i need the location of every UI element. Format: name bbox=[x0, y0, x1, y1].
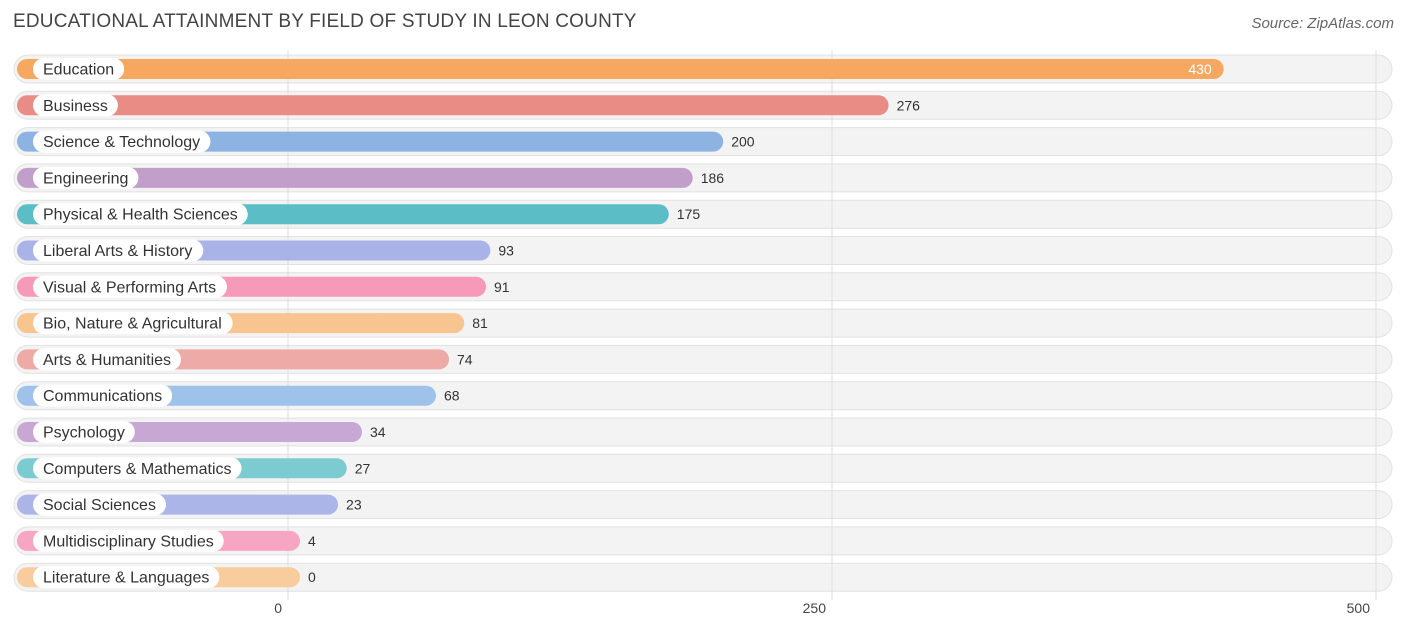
category-label-pill bbox=[33, 58, 125, 80]
category-label: Computers & Mathematics bbox=[43, 461, 232, 478]
source-credit: Source: ZipAtlas.com bbox=[1251, 15, 1394, 32]
category-label-pill bbox=[33, 421, 135, 443]
category-label: Psychology bbox=[43, 425, 125, 442]
category-label-pill bbox=[33, 384, 173, 407]
value-label: 186 bbox=[701, 170, 725, 186]
category-label-pill bbox=[33, 166, 139, 189]
category-label: Communications bbox=[43, 388, 162, 405]
category-label: Liberal Arts & History bbox=[43, 243, 192, 260]
value-label: 175 bbox=[677, 206, 701, 222]
value-label: 93 bbox=[498, 243, 514, 259]
x-tick-label: 250 bbox=[803, 600, 827, 616]
bar-row: Bio, Nature & Agricultural 81 bbox=[17, 312, 488, 335]
category-label: Literature & Languages bbox=[43, 570, 209, 587]
bar-row: Physical & Health Sciences 175 bbox=[17, 203, 701, 226]
category-label-pill bbox=[33, 275, 227, 298]
bar-row: Multidisciplinary Studies 4 bbox=[17, 529, 316, 552]
value-label: 4 bbox=[308, 533, 316, 549]
category-label: Physical & Health Sciences bbox=[43, 207, 238, 224]
value-label: 68 bbox=[444, 388, 460, 404]
value-label: 91 bbox=[494, 279, 510, 295]
bar[interactable] bbox=[17, 95, 889, 116]
x-tick-label: 500 bbox=[1347, 600, 1371, 616]
value-label: 23 bbox=[346, 497, 362, 513]
value-label: 81 bbox=[472, 315, 488, 331]
category-label-pill bbox=[33, 239, 204, 262]
category-label-pill bbox=[33, 130, 211, 153]
value-label: 276 bbox=[897, 97, 921, 113]
x-tick-label: 0 bbox=[274, 600, 282, 616]
category-label: Arts & Humanities bbox=[43, 352, 171, 369]
category-label-pill bbox=[33, 312, 233, 335]
category-label: Social Sciences bbox=[43, 497, 156, 514]
category-label-pill bbox=[33, 566, 220, 589]
category-label: Engineering bbox=[43, 170, 128, 187]
bar-row: Engineering 186 bbox=[17, 166, 725, 189]
category-label-pill bbox=[33, 457, 242, 480]
bar-row: Communications 68 bbox=[17, 384, 460, 407]
bar-row: Business 276 bbox=[17, 94, 921, 117]
bar-row: Science & Technology 200 bbox=[17, 130, 755, 153]
bar[interactable] bbox=[17, 59, 1224, 79]
category-label: Visual & Performing Arts bbox=[43, 279, 216, 296]
bar-row: Visual & Performing Arts 91 bbox=[17, 275, 510, 298]
bar-row: Liberal Arts & History 93 bbox=[17, 239, 514, 262]
category-label: Business bbox=[43, 98, 108, 115]
value-label: 34 bbox=[370, 424, 386, 440]
category-label: Education bbox=[43, 62, 114, 79]
bar-row: Arts & Humanities 74 bbox=[17, 348, 473, 371]
bar-row: Computers & Mathematics 27 bbox=[17, 457, 371, 480]
value-label: 74 bbox=[457, 351, 473, 367]
value-label: 200 bbox=[731, 134, 755, 150]
row-background bbox=[13, 526, 1393, 556]
bar-row: Social Sciences 23 bbox=[17, 493, 362, 516]
category-label: Multidisciplinary Studies bbox=[43, 533, 214, 550]
value-label: 430 bbox=[1188, 61, 1212, 77]
category-label-pill bbox=[33, 529, 224, 552]
value-label: 27 bbox=[355, 460, 371, 476]
bar-row: Literature & Languages 0 bbox=[17, 566, 316, 589]
category-label-pill bbox=[33, 203, 248, 226]
category-label: Bio, Nature & Agricultural bbox=[43, 316, 222, 333]
row-background bbox=[13, 453, 1393, 483]
bar-row: Education 430 bbox=[17, 58, 1224, 80]
category-label-pill bbox=[33, 493, 166, 516]
category-label-pill bbox=[33, 94, 118, 117]
category-label-pill bbox=[33, 348, 182, 371]
bars: Education 430 Business 276 Science & Technol… bbox=[17, 58, 1224, 589]
chart-title: EDUCATIONAL ATTAINMENT BY FIELD OF STUDY… bbox=[13, 11, 637, 32]
category-label: Science & Technology bbox=[43, 134, 200, 151]
row-background bbox=[13, 562, 1393, 592]
bar[interactable] bbox=[17, 167, 693, 188]
value-label: 0 bbox=[308, 569, 316, 585]
bar-row: Psychology 34 bbox=[17, 421, 386, 443]
row-background bbox=[13, 490, 1393, 520]
